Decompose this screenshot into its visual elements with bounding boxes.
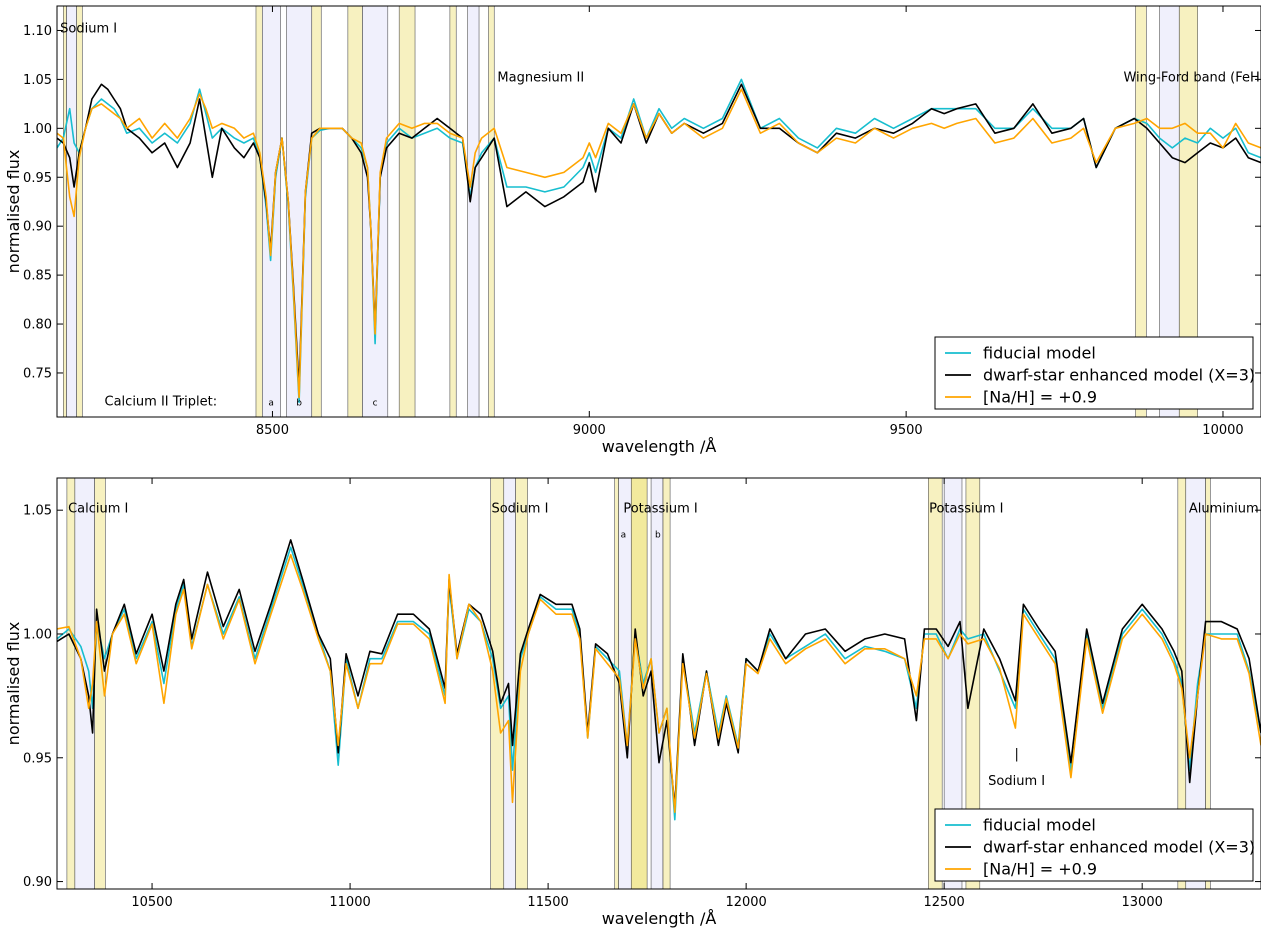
y-axis-label: normalised flux bbox=[4, 622, 23, 746]
y-tick-label: 0.90 bbox=[23, 220, 52, 235]
y-tick-label: 1.00 bbox=[23, 122, 52, 137]
chart-panel-2: 10500 11000 11500 12000 12500 13000 0.90 0.95 1.… bbox=[4, 477, 1261, 928]
annotation-5: b bbox=[296, 398, 302, 408]
band-yellow-7 bbox=[347, 6, 363, 417]
band-yellow-3 bbox=[255, 6, 263, 417]
band-yellow-10 bbox=[662, 478, 671, 889]
band-yellow-2 bbox=[76, 6, 83, 417]
annotation-8: Sodium I bbox=[988, 774, 1045, 789]
series-line-fiducial bbox=[57, 546, 1261, 821]
x-tick-label: 13000 bbox=[1122, 895, 1163, 910]
series-line-dwarf bbox=[57, 83, 1261, 389]
annotation-1: Sodium I bbox=[491, 502, 548, 517]
annotation-0: Sodium I bbox=[60, 21, 117, 36]
y-tick-label: 0.95 bbox=[23, 751, 52, 766]
annotation-5: Potassium I bbox=[929, 502, 1003, 517]
x-tick-label: 12500 bbox=[923, 895, 964, 910]
band-blue-8 bbox=[362, 6, 389, 417]
x-axis-label: wavelength /Å bbox=[602, 437, 717, 456]
annotation-2: Potassium I bbox=[623, 502, 697, 517]
y-tick-label: 1.05 bbox=[23, 73, 52, 88]
band-yellow-12 bbox=[488, 6, 495, 417]
band-yellow-11 bbox=[928, 478, 943, 889]
x-tick-label: 11500 bbox=[527, 895, 568, 910]
legend-label-fiducial: fiducial model bbox=[983, 344, 1096, 363]
band-yellow-0 bbox=[63, 6, 67, 417]
legend-box bbox=[934, 336, 1254, 410]
band-yellow-10 bbox=[449, 6, 457, 417]
legend: fiducial model dwarf-star enhanced model … bbox=[934, 808, 1255, 882]
x-tick-label: 9500 bbox=[890, 423, 923, 438]
y-tick-label: 1.00 bbox=[23, 627, 52, 642]
annotation-3: Calcium II Triplet: bbox=[105, 394, 218, 409]
x-tick-label: 8500 bbox=[256, 423, 289, 438]
y-tick-label: 0.95 bbox=[23, 171, 52, 186]
legend: fiducial model dwarf-star enhanced model … bbox=[934, 336, 1255, 410]
band-blue-11 bbox=[467, 6, 480, 417]
band-yellow-15 bbox=[1178, 6, 1198, 417]
y-tick-label: 0.85 bbox=[23, 269, 52, 284]
legend-box bbox=[934, 808, 1254, 882]
band-blue-4 bbox=[262, 6, 281, 417]
band-yellow-0 bbox=[66, 478, 76, 889]
series-line-sodium bbox=[57, 554, 1261, 813]
band-yellow-13 bbox=[1135, 6, 1147, 417]
x-tick-label: 12000 bbox=[725, 895, 766, 910]
band-yellow-6 bbox=[614, 478, 619, 889]
band-yellow-16 bbox=[1205, 478, 1211, 889]
annotation-7: | bbox=[1014, 747, 1018, 762]
y-tick-label: 1.10 bbox=[23, 24, 52, 39]
band-yellow-5 bbox=[515, 478, 528, 889]
x-tick-label: 10500 bbox=[131, 895, 172, 910]
annotation-4: a bbox=[268, 398, 274, 408]
legend-label-fiducial: fiducial model bbox=[983, 816, 1096, 835]
annotation-3: a bbox=[621, 530, 627, 540]
y-tick-label: 1.05 bbox=[23, 504, 52, 519]
x-tick-label: 9000 bbox=[573, 423, 606, 438]
chart-panel-1: 8500 9000 9500 10000 0.75 0.80 0.85 0.90 0.95 1.0… bbox=[4, 5, 1261, 456]
x-tick-label: 11000 bbox=[329, 895, 370, 910]
y-tick-label: 0.80 bbox=[23, 318, 52, 333]
x-axis-label: wavelength /Å bbox=[602, 909, 717, 928]
legend-label-dwarf: dwarf-star enhanced model (X=3) bbox=[983, 838, 1255, 857]
annotation-1: Magnesium II bbox=[497, 70, 584, 85]
annotation-6: Aluminium I bbox=[1189, 502, 1261, 517]
axes-frame bbox=[56, 5, 1261, 418]
plot-area bbox=[57, 478, 1261, 889]
axes-frame bbox=[56, 477, 1261, 890]
x-tick-label: 10000 bbox=[1202, 423, 1243, 438]
annotation-0: Calcium I bbox=[68, 502, 128, 517]
annotation-2: Wing-Ford band (FeH) bbox=[1123, 70, 1261, 85]
band-blue-4 bbox=[503, 478, 516, 889]
annotation-4: b bbox=[655, 530, 661, 540]
y-tick-label: 0.90 bbox=[23, 875, 52, 890]
legend-label-sodium: [Na/H] = +0.9 bbox=[983, 388, 1097, 407]
band-blue-12 bbox=[943, 478, 963, 889]
legend-label-dwarf: dwarf-star enhanced model (X=3) bbox=[983, 366, 1255, 385]
annotation-6: c bbox=[373, 398, 378, 408]
legend-label-sodium: [Na/H] = +0.9 bbox=[983, 860, 1097, 879]
y-tick-label: 0.75 bbox=[23, 366, 52, 381]
series-line-sodium bbox=[57, 88, 1261, 399]
band-yellow-6 bbox=[311, 6, 322, 417]
plot-area bbox=[57, 6, 1261, 417]
band-blue-5 bbox=[286, 6, 313, 417]
y-axis-label: normalised flux bbox=[4, 150, 23, 274]
band-yellow-9 bbox=[398, 6, 416, 417]
